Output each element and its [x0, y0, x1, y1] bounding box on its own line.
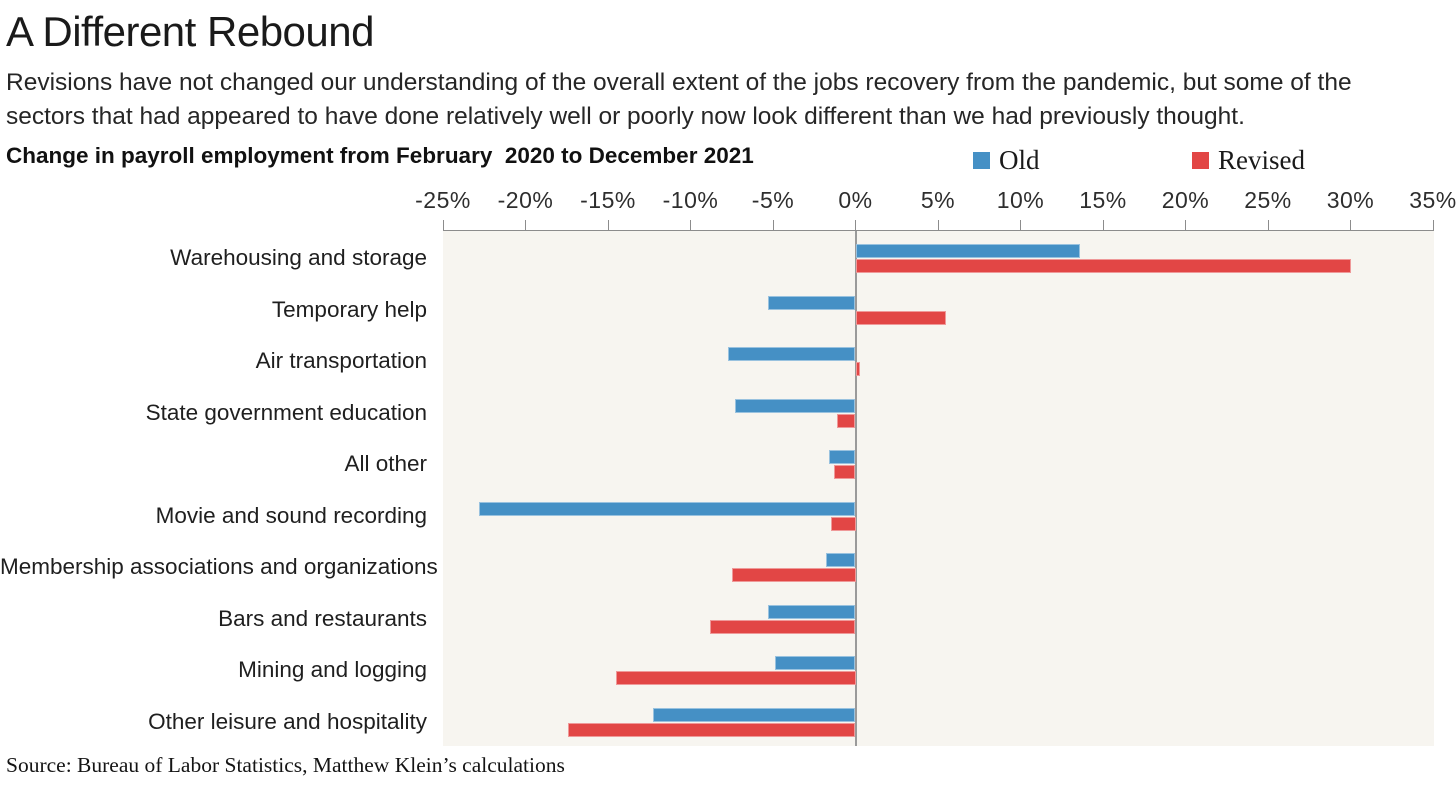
axis-tick-label: 0% — [838, 187, 873, 213]
bar-revised — [855, 310, 947, 325]
axis-tick-label: -25% — [415, 187, 471, 213]
page-subtitle: Revisions have not changed our understan… — [6, 69, 1352, 130]
axis-tick-label: -20% — [497, 187, 554, 213]
bar-old — [735, 398, 856, 413]
category-label: State government education — [145, 399, 427, 425]
axis-tick — [1350, 220, 1351, 230]
axis-tick — [525, 220, 526, 230]
axis-tick-label: 10% — [996, 187, 1045, 213]
bar-old — [652, 707, 856, 722]
chart-title: Change in payroll employment from Februa… — [6, 143, 754, 168]
legend-label-revised: Revised — [1218, 145, 1305, 175]
legend-swatch-old-icon — [973, 151, 990, 169]
axis-tick-label: 5% — [920, 187, 956, 213]
axis-tick — [937, 220, 939, 230]
axis-tick — [1102, 220, 1104, 230]
bar-old — [855, 244, 1080, 258]
axis-tick-label: 20% — [1161, 187, 1210, 213]
bar-revised — [710, 619, 856, 634]
category-label: Membership associations and organization… — [0, 554, 438, 579]
category-label: Mining and logging — [238, 657, 427, 682]
category-label: Other leisure and hospitality — [148, 708, 427, 734]
bar-revised — [855, 259, 1351, 273]
axis-tick-label: 35% — [1409, 187, 1456, 213]
bar-old — [774, 656, 856, 670]
axis-tick-label: 30% — [1326, 187, 1375, 213]
axis-tick — [442, 220, 444, 230]
axis-tick-label: -5% — [751, 187, 795, 213]
axis-tick-label: 15% — [1079, 187, 1127, 213]
legend-label-old: Old — [999, 145, 1040, 175]
bar-old — [768, 604, 856, 619]
category-label: All other — [344, 451, 427, 476]
axis-tick — [855, 220, 856, 230]
axis-tick — [607, 220, 609, 230]
bar-revised — [616, 671, 856, 685]
bar-old — [768, 295, 856, 310]
legend-item-old: Old — [973, 145, 1040, 175]
bar-revised — [855, 362, 861, 376]
axis-tick — [1020, 220, 1021, 230]
bar-revised — [731, 568, 856, 582]
axis-tick — [772, 220, 774, 230]
bar-revised — [834, 465, 856, 479]
bar-revised — [568, 722, 856, 737]
bar-old — [728, 347, 856, 361]
plot-area: -25% -20% -15% -10% -5% 0% 5% 10% 15% 20% 25% 30% 35… — [415, 187, 1456, 746]
legend-swatch-revised-icon — [1192, 151, 1209, 169]
bar-old — [479, 501, 856, 516]
bar-revised — [830, 516, 856, 531]
legend-item-revised: Revised — [1192, 145, 1305, 175]
bar-revised — [837, 413, 856, 428]
bar-old — [829, 450, 856, 464]
axis-tick-label: 25% — [1244, 187, 1292, 213]
category-label: Warehousing and storage — [170, 245, 427, 270]
axis-tick-label: -15% — [580, 187, 636, 213]
source-line: Source: Bureau of Labor Statistics, Matt… — [6, 753, 565, 777]
category-label: Bars and restaurants — [218, 605, 427, 631]
axis-tick-label: -10% — [662, 187, 719, 213]
axis-tick — [1185, 220, 1186, 230]
category-label: Temporary help — [271, 296, 427, 322]
zero-line — [854, 231, 857, 746]
page-title: A Different Rebound — [6, 8, 375, 55]
bar-old — [825, 553, 856, 567]
category-label: Air transportation — [255, 348, 427, 373]
category-label: Movie and sound recording — [155, 502, 427, 528]
axis-tick — [690, 220, 691, 230]
axis-tick — [1267, 220, 1269, 230]
axis-tick — [1432, 220, 1434, 230]
